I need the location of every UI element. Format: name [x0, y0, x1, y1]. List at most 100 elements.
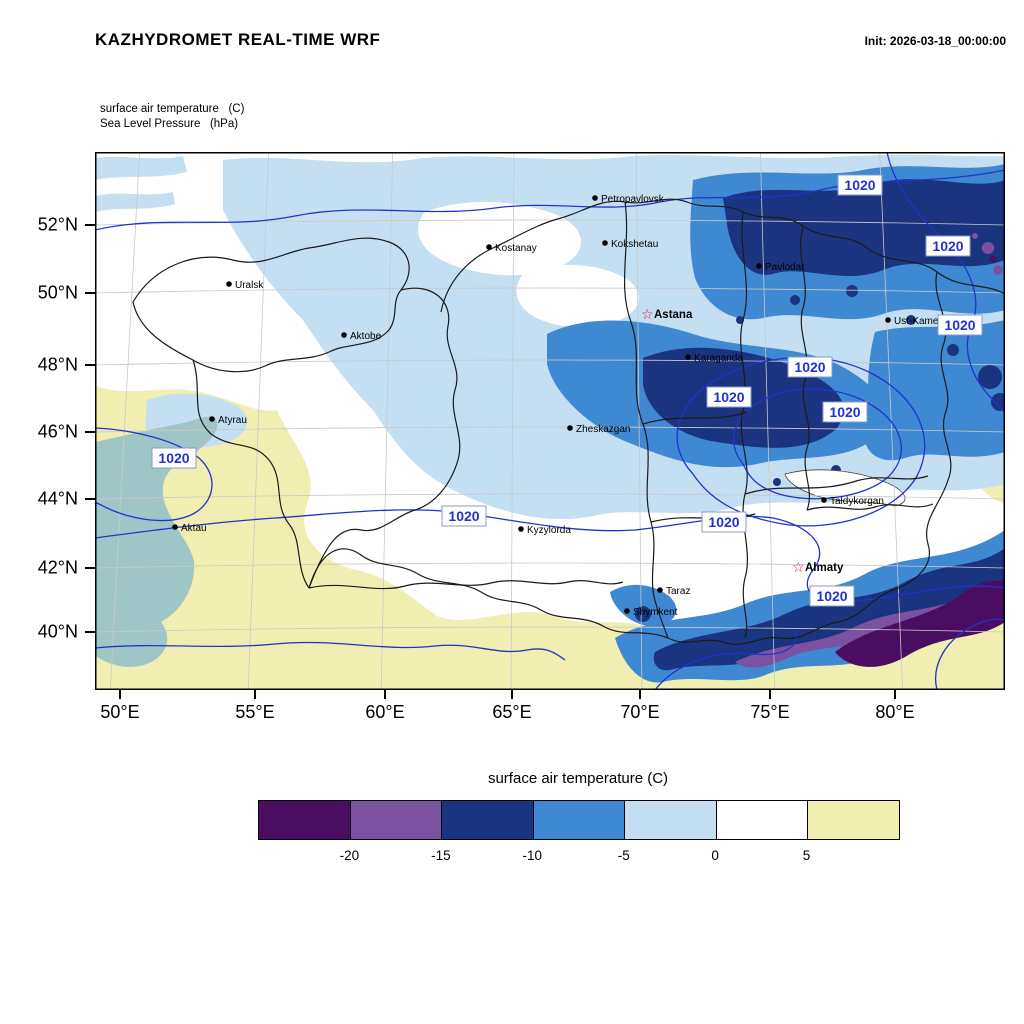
graticule-parallel: [95, 359, 1005, 366]
oblast-border: [800, 225, 811, 511]
temp-region-warm-south: [95, 386, 1005, 690]
pressure-labels-layer: 1020 1020 1020 1020 1020 1020 1020 1020 1020 1020: [151, 174, 983, 607]
lat-tick-label: 48°N: [37, 354, 78, 375]
city-marker: Taraz: [657, 586, 690, 597]
city-marker: Kostanay: [486, 243, 537, 254]
city-label: Atyrau: [218, 415, 247, 426]
city-dot-icon: [885, 317, 891, 323]
capital-marker: ☆ Almaty: [792, 560, 844, 576]
colorbar-segment: [533, 801, 626, 839]
temp-speckle: [846, 285, 858, 297]
pressure-label: 1020: [822, 401, 868, 423]
lat-tick-mark: [85, 631, 95, 633]
temp-speckle: [694, 394, 704, 404]
lon-tick-mark: [384, 690, 386, 699]
lon-tick-label: 50°E: [100, 702, 140, 722]
city-label: Astana: [654, 309, 693, 321]
city-label: Shymkent: [633, 607, 678, 618]
isobar: [95, 427, 213, 522]
pressure-label-value: 1020: [944, 317, 975, 333]
city-dot-icon: [486, 244, 492, 250]
city-dot-icon: [756, 263, 762, 269]
lat-tick-label: 40°N: [37, 621, 78, 642]
lon-tick-mark: [254, 690, 256, 699]
city-dot-icon: [624, 608, 630, 614]
graticule-parallel: [95, 287, 1005, 294]
pressure-label: 1020: [441, 505, 487, 527]
temp-speckle-darkpurple: [990, 256, 996, 262]
oblast-border: [308, 287, 461, 589]
lon-tick-mark: [639, 690, 641, 699]
lat-tick-label: 46°N: [37, 421, 78, 442]
pressure-label-box: [706, 386, 752, 408]
colorbar-segment: [625, 801, 717, 839]
isobar: [676, 356, 926, 527]
city-label: Kokshetau: [611, 239, 658, 250]
city-marker: Aktau: [172, 523, 207, 534]
colorbar-segment: [808, 801, 900, 839]
temp-speckle-purple: [972, 233, 978, 239]
city-label: Zheskazgan: [576, 424, 630, 435]
lat-tick-mark: [85, 498, 95, 500]
graticule-meridian: [109, 152, 140, 690]
lon-tick-mark: [511, 690, 513, 699]
temp-region-verycold-mountains: [653, 548, 1005, 671]
capital-star-icon: ☆: [792, 560, 805, 576]
capital-star-icon: ☆: [641, 307, 654, 323]
city-dot-icon: [209, 416, 215, 422]
graticule-meridian: [635, 152, 643, 690]
pressure-label-box: [701, 511, 747, 533]
city-marker: Zheskazgan: [567, 424, 630, 435]
isobar: [654, 629, 797, 690]
pressure-label-value: 1020: [448, 508, 479, 524]
oblast-border: [132, 237, 410, 373]
city-marker: Taldykorgan: [821, 496, 884, 507]
city-dot-icon: [685, 354, 691, 360]
oblast-border: [192, 359, 310, 589]
temp-speckle: [790, 295, 800, 305]
city-marker: Ust-Kamenogorsk: [885, 316, 975, 327]
city-label: Kostanay: [495, 243, 537, 254]
isobar: [935, 618, 1005, 690]
graticule-meridian: [759, 152, 776, 690]
lat-tick-label: 44°N: [37, 488, 78, 509]
isobar: [733, 388, 902, 500]
city-marker: Petropavlovsk: [592, 194, 665, 205]
city-label: Taldykorgan: [830, 496, 884, 507]
lat-tick-label: 52°N: [37, 214, 78, 235]
temp-speckle: [947, 344, 959, 356]
temp-region-streak: [95, 156, 187, 180]
temp-region-white-hole: [516, 264, 639, 328]
temp-speckle: [978, 365, 1002, 389]
city-marker: Kyzylorda: [518, 525, 571, 536]
layer-label-pressure: Sea Level Pressure (hPa): [100, 118, 239, 130]
city-label: Aktobe: [350, 331, 382, 342]
city-label: Taraz: [666, 586, 690, 597]
city-marker: Pavlodar: [756, 262, 805, 273]
city-dot-icon: [518, 526, 524, 532]
layer-labels: surface air temperature (C) Sea Level Pr…: [100, 102, 244, 132]
pressure-label: 1020: [809, 585, 855, 607]
colorbar-tick-label: -15: [431, 848, 451, 863]
pressure-label: 1020: [837, 174, 883, 196]
graticule-parallel: [95, 626, 1005, 633]
colorbar-segment: [716, 801, 809, 839]
init-timestamp: Init: 2026-03-18_00:00:00: [864, 34, 1006, 48]
lat-tick-label: 42°N: [37, 557, 78, 578]
temp-speckle: [991, 393, 1005, 411]
map-canvas: Petropavlovsk Kostanay Kokshetau Pavlodar Ur…: [95, 152, 1005, 690]
city-label: Aktau: [181, 523, 207, 534]
lat-tick-mark: [85, 224, 95, 226]
city-marker: Shymkent: [624, 607, 678, 618]
pressure-label: 1020: [706, 386, 752, 408]
lon-tick-label: 75°E: [750, 702, 790, 722]
city-marker: Uralsk: [226, 280, 264, 291]
pressure-label-box: [822, 401, 868, 423]
pressure-label: 1020: [937, 314, 983, 336]
city-dot-icon: [602, 240, 608, 246]
pressure-label: 1020: [925, 235, 971, 257]
admin-boundaries-layer: [132, 198, 1005, 645]
page-title: KAZHYDROMET REAL-TIME WRF: [95, 30, 381, 49]
temp-region-frigid-stripe: [735, 586, 1005, 668]
oblast-border: [308, 580, 624, 590]
